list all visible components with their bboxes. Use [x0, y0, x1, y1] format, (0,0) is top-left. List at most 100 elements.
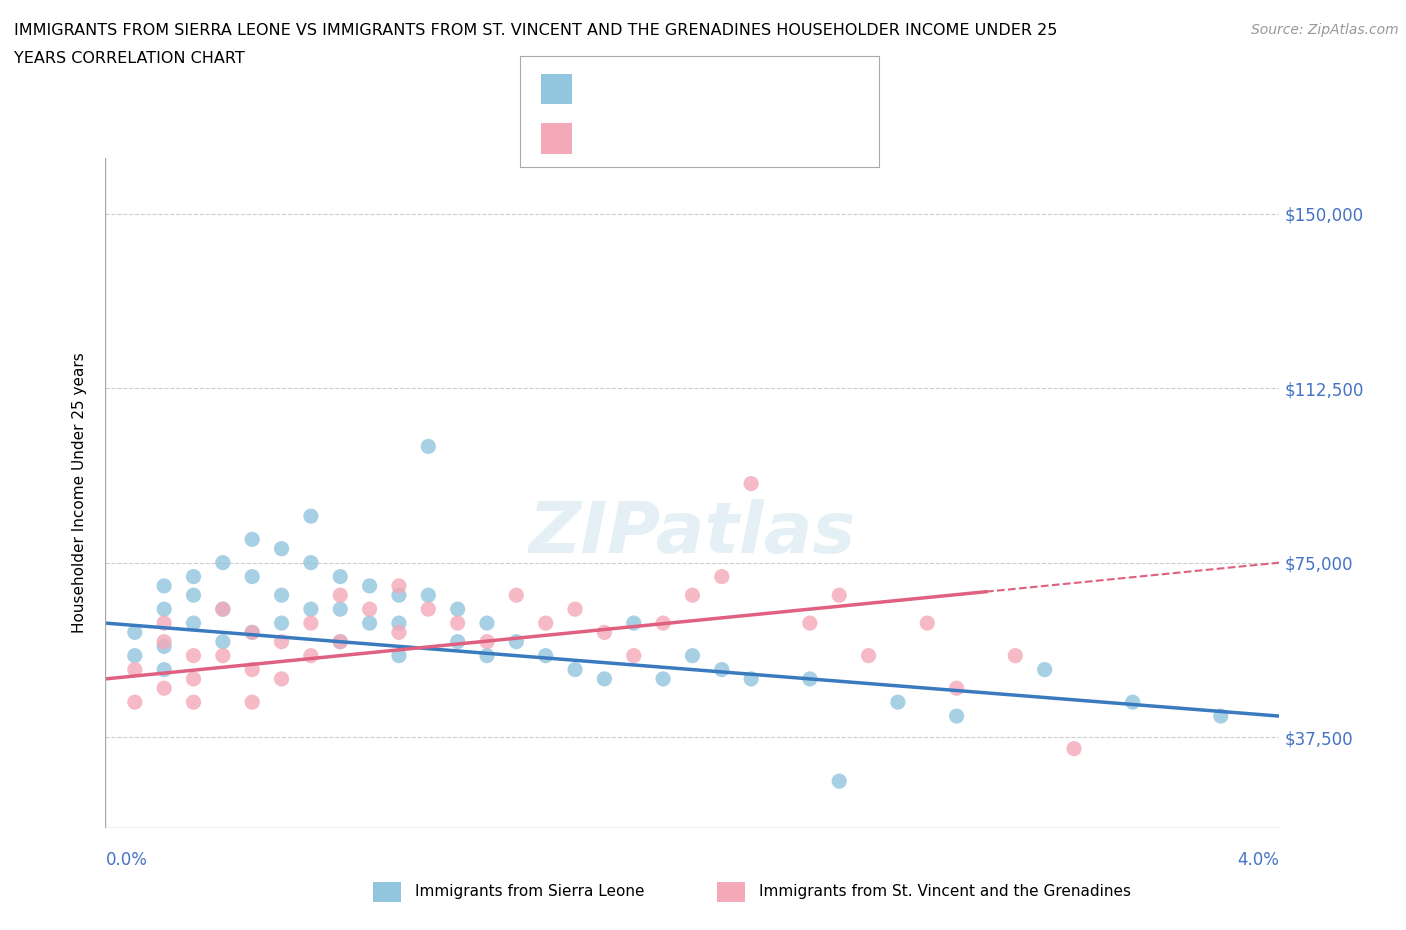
Point — [240, 625, 263, 640]
Text: IMMIGRANTS FROM SIERRA LEONE VS IMMIGRANTS FROM ST. VINCENT AND THE GRENADINES H: IMMIGRANTS FROM SIERRA LEONE VS IMMIGRAN… — [14, 23, 1057, 38]
Point — [446, 602, 468, 617]
Point — [124, 625, 146, 640]
Point — [388, 616, 411, 631]
Point — [153, 616, 176, 631]
Point — [1209, 709, 1232, 724]
Text: Immigrants from Sierra Leone: Immigrants from Sierra Leone — [415, 884, 644, 899]
Point — [299, 616, 322, 631]
Point — [270, 588, 292, 603]
Text: 0.0%: 0.0% — [105, 851, 148, 869]
Text: R =  0.223   N = 41: R = 0.223 N = 41 — [583, 129, 759, 147]
Point — [153, 602, 176, 617]
Point — [329, 588, 352, 603]
Point — [1063, 741, 1085, 756]
Point — [1122, 695, 1144, 710]
Point — [505, 588, 527, 603]
Point — [240, 625, 263, 640]
Point — [359, 602, 381, 617]
Point — [887, 695, 910, 710]
Point — [299, 602, 322, 617]
Point — [211, 634, 233, 649]
Point — [153, 639, 176, 654]
Text: R = -0.164   N = 51: R = -0.164 N = 51 — [583, 80, 761, 98]
Point — [446, 616, 468, 631]
Point — [475, 634, 498, 649]
Point — [505, 634, 527, 649]
Point — [183, 695, 205, 710]
Y-axis label: Householder Income Under 25 years: Householder Income Under 25 years — [72, 352, 87, 633]
Point — [153, 578, 176, 593]
Text: YEARS CORRELATION CHART: YEARS CORRELATION CHART — [14, 51, 245, 66]
Point — [681, 588, 703, 603]
Point — [446, 634, 468, 649]
Point — [329, 634, 352, 649]
Point — [945, 709, 967, 724]
Point — [740, 671, 762, 686]
Point — [799, 671, 821, 686]
Point — [270, 541, 292, 556]
Point — [534, 648, 557, 663]
Point — [183, 648, 205, 663]
Point — [418, 439, 440, 454]
Point — [124, 648, 146, 663]
Point — [652, 616, 675, 631]
Point — [124, 662, 146, 677]
Point — [623, 616, 645, 631]
Point — [240, 532, 263, 547]
Point — [299, 509, 322, 524]
Point — [945, 681, 967, 696]
Point — [299, 648, 322, 663]
Point — [124, 695, 146, 710]
Point — [240, 569, 263, 584]
Text: 4.0%: 4.0% — [1237, 851, 1279, 869]
Point — [153, 662, 176, 677]
Point — [299, 555, 322, 570]
Point — [359, 578, 381, 593]
Point — [681, 648, 703, 663]
Point — [211, 602, 233, 617]
Text: Source: ZipAtlas.com: Source: ZipAtlas.com — [1251, 23, 1399, 37]
Point — [534, 616, 557, 631]
Point — [858, 648, 880, 663]
Text: Immigrants from St. Vincent and the Grenadines: Immigrants from St. Vincent and the Gren… — [759, 884, 1132, 899]
Point — [359, 616, 381, 631]
Point — [388, 625, 411, 640]
Point — [418, 602, 440, 617]
Point — [240, 662, 263, 677]
Point — [1033, 662, 1056, 677]
Point — [593, 671, 616, 686]
Point — [183, 588, 205, 603]
Point — [652, 671, 675, 686]
Point — [153, 681, 176, 696]
Point — [270, 671, 292, 686]
Point — [710, 569, 733, 584]
Point — [564, 602, 586, 617]
Point — [183, 569, 205, 584]
Point — [183, 616, 205, 631]
Point — [153, 634, 176, 649]
Point — [623, 648, 645, 663]
Point — [211, 648, 233, 663]
Point — [915, 616, 938, 631]
Point — [418, 588, 440, 603]
Point — [183, 671, 205, 686]
Point — [564, 662, 586, 677]
Point — [329, 634, 352, 649]
Point — [828, 774, 851, 789]
Point — [388, 648, 411, 663]
Point — [388, 588, 411, 603]
Point — [240, 695, 263, 710]
Point — [270, 634, 292, 649]
Text: ZIPatlas: ZIPatlas — [529, 498, 856, 567]
Point — [799, 616, 821, 631]
Point — [211, 555, 233, 570]
Point — [475, 648, 498, 663]
Point — [828, 588, 851, 603]
Point — [740, 476, 762, 491]
Point — [270, 616, 292, 631]
Point — [475, 616, 498, 631]
Point — [388, 578, 411, 593]
Point — [211, 602, 233, 617]
Point — [329, 602, 352, 617]
Point — [710, 662, 733, 677]
